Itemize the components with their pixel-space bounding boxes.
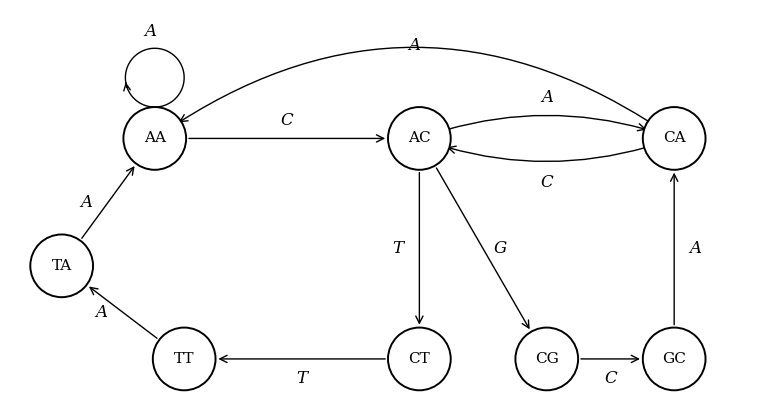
Text: C: C [540,174,553,191]
Text: T: T [296,370,308,387]
Text: CG: CG [535,352,559,366]
Text: G: G [494,240,507,257]
Text: CT: CT [409,352,430,366]
Circle shape [153,328,215,390]
Circle shape [30,234,93,297]
Text: GC: GC [662,352,686,366]
Text: TA: TA [51,259,71,273]
Text: AA: AA [144,131,166,146]
Text: A: A [144,23,156,40]
Text: C: C [604,370,617,387]
Text: AC: AC [408,131,430,146]
Circle shape [388,328,451,390]
Text: TT: TT [174,352,194,366]
Circle shape [515,328,578,390]
Text: CA: CA [663,131,685,146]
Circle shape [643,107,706,170]
Text: A: A [541,89,552,106]
Circle shape [643,328,706,390]
Text: A: A [81,193,92,211]
Text: T: T [392,240,403,257]
Text: A: A [690,240,702,257]
Text: A: A [409,37,420,54]
Circle shape [388,107,451,170]
Circle shape [124,107,186,170]
Text: C: C [280,112,294,129]
Text: A: A [96,304,107,321]
